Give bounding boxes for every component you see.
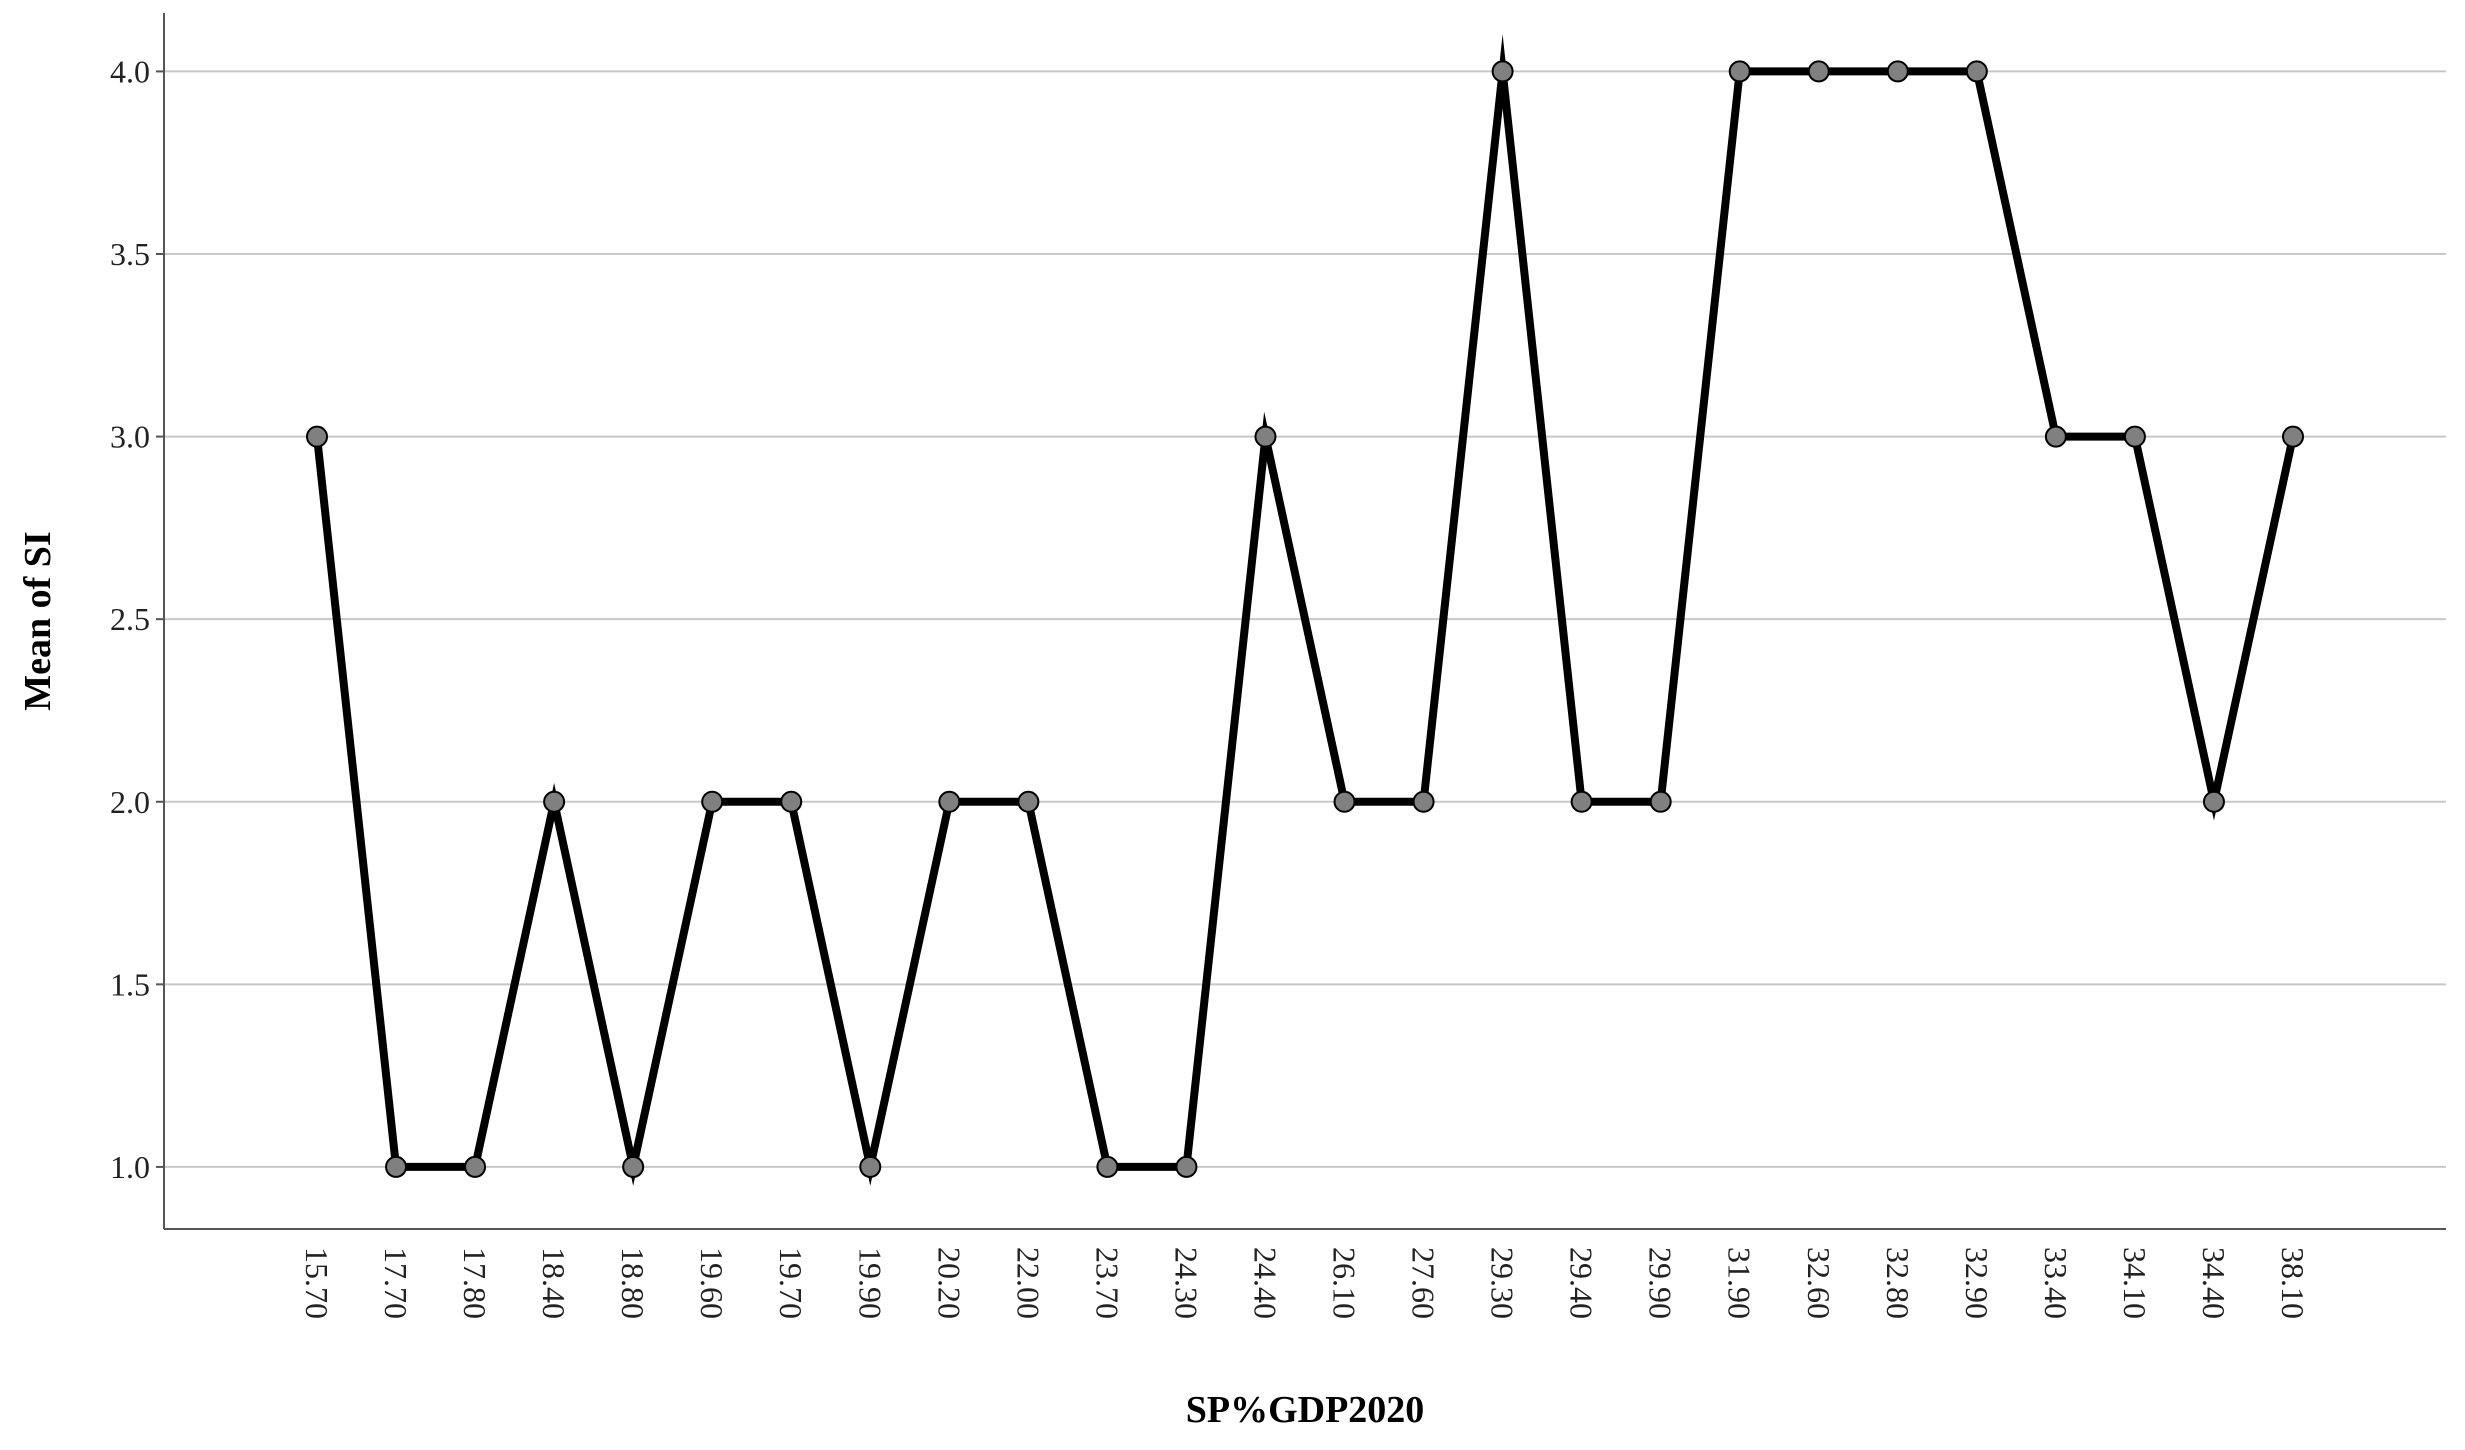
data-point <box>1886 60 1909 83</box>
x-tick-label: 23.70 <box>1089 1247 1125 1319</box>
x-tick-label: 24.30 <box>1168 1247 1204 1319</box>
data-point <box>1175 1155 1198 1178</box>
x-tick-label: 34.40 <box>2196 1247 2232 1319</box>
x-tick-label: 17.70 <box>378 1247 414 1319</box>
data-point <box>1096 1155 1119 1178</box>
x-tick-label: 19.60 <box>694 1247 730 1319</box>
x-tick-label: 15.70 <box>299 1247 335 1319</box>
x-tick-label: 34.10 <box>2117 1247 2153 1319</box>
data-point <box>1965 60 1988 83</box>
x-tick-label: 27.60 <box>1406 1247 1442 1319</box>
x-tick-label: 38.10 <box>2275 1247 2311 1319</box>
y-tick-label: 1.5 <box>110 966 150 1002</box>
y-tick-label: 2.0 <box>110 784 150 820</box>
y-tick-label: 3.0 <box>110 419 150 455</box>
data-point <box>859 1155 882 1178</box>
data-point <box>622 1155 645 1178</box>
data-line <box>313 34 2297 1186</box>
data-point <box>1254 425 1277 448</box>
x-tick-label: 24.40 <box>1247 1247 1283 1319</box>
data-point <box>2282 425 2304 448</box>
y-tick-label: 4.0 <box>110 53 150 89</box>
x-tick-label: 32.80 <box>1880 1247 1916 1319</box>
data-point <box>1570 790 1593 813</box>
x-tick-label: 29.30 <box>1485 1247 1521 1319</box>
data-point <box>1728 60 1751 83</box>
y-axis-title: Mean of SI <box>17 531 59 710</box>
data-point <box>306 425 328 448</box>
data-point <box>780 790 803 813</box>
x-tick-label: 18.80 <box>615 1247 651 1319</box>
data-point <box>701 790 724 813</box>
x-tick-label: 17.80 <box>457 1247 493 1319</box>
y-tick-label: 3.5 <box>110 236 150 272</box>
x-tick-label: 32.90 <box>1959 1247 1995 1319</box>
x-tick-label: 29.90 <box>1643 1247 1679 1319</box>
x-tick-label: 20.20 <box>931 1247 967 1319</box>
y-tick-label: 2.5 <box>110 601 150 637</box>
data-point <box>1649 790 1672 813</box>
x-tick-label: 22.00 <box>1010 1247 1046 1319</box>
data-point <box>2044 425 2067 448</box>
data-point <box>2123 425 2146 448</box>
data-point <box>1017 790 1040 813</box>
x-axis-title: SP%GDP2020 <box>1186 1389 1425 1431</box>
data-point <box>464 1155 487 1178</box>
data-point <box>385 1155 408 1178</box>
x-tick-label: 31.90 <box>1722 1247 1758 1319</box>
y-tick-label: 1.0 <box>110 1149 150 1185</box>
data-point <box>1807 60 1830 83</box>
x-tick-label: 29.40 <box>1564 1247 1600 1319</box>
data-point <box>938 790 961 813</box>
x-tick-label: 19.70 <box>773 1247 809 1319</box>
data-point <box>2202 790 2225 813</box>
x-tick-label: 19.90 <box>852 1247 888 1319</box>
data-point <box>543 790 566 813</box>
x-tick-label: 18.40 <box>536 1247 572 1319</box>
x-tick-label: 32.60 <box>1801 1247 1837 1319</box>
data-point <box>1333 790 1356 813</box>
data-point <box>1491 60 1514 83</box>
x-tick-label: 26.10 <box>1327 1247 1363 1319</box>
data-point <box>1412 790 1435 813</box>
x-tick-label: 33.40 <box>2038 1247 2074 1319</box>
